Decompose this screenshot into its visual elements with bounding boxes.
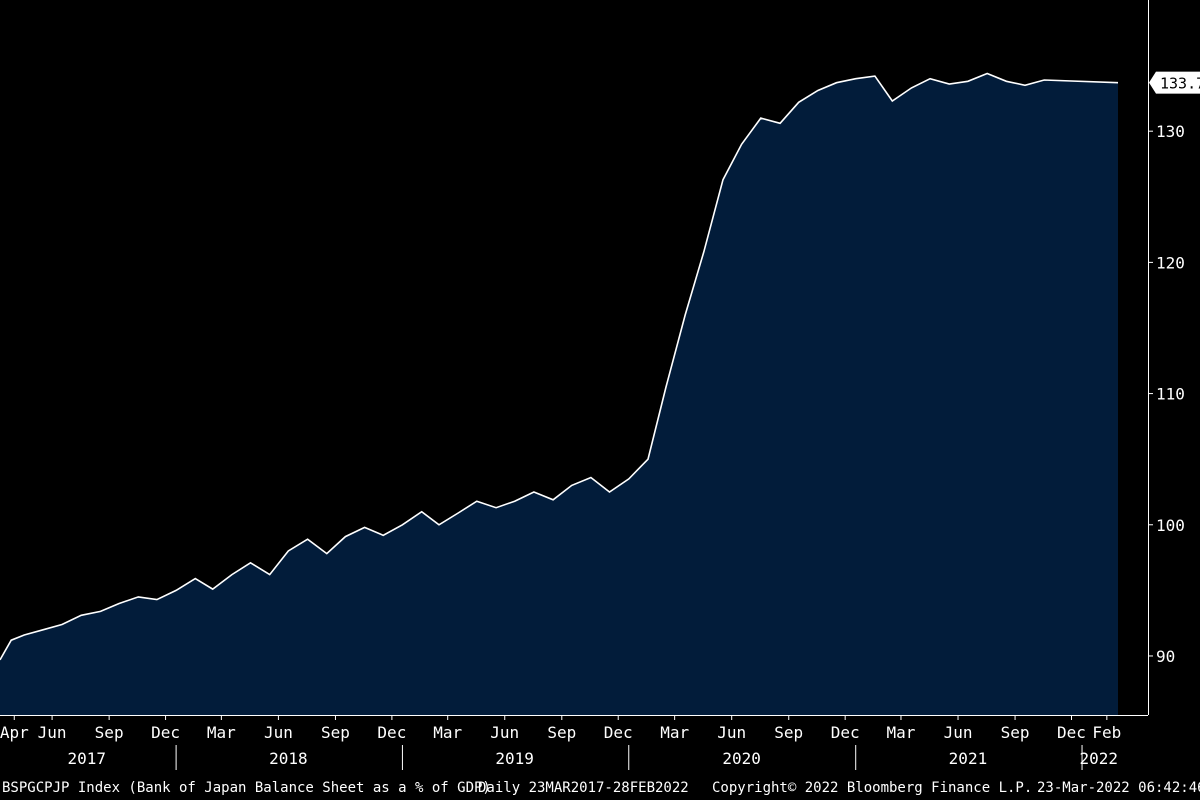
x-year-label: 2018 (269, 749, 308, 768)
x-month-label: Sep (95, 723, 124, 742)
last-value-pointer (1149, 71, 1156, 94)
area-layer (0, 72, 1119, 715)
x-month-label: Jun (944, 723, 973, 742)
x-month-label: Sep (1001, 723, 1030, 742)
x-month-label: Dec (1057, 723, 1086, 742)
x-month-label: Sep (547, 723, 576, 742)
x-month-label: Jun (490, 723, 519, 742)
x-month-label: Dec (151, 723, 180, 742)
x-month-label: Jun (38, 723, 67, 742)
x-month-label: Dec (377, 723, 406, 742)
x-month-label: Dec (831, 723, 860, 742)
x-month-label: Jun (717, 723, 746, 742)
x-month-label: Mar (207, 723, 236, 742)
series-area (0, 73, 1118, 715)
last-value-box (1156, 71, 1200, 94)
label-layer: 90 100 110 120 130 133.7 Apr Jun Sep Dec Mar Jun Sep… (0, 71, 1200, 768)
x-month-label: Dec (604, 723, 633, 742)
footer-timestamp: 23-Mar-2022 06:42:46 (1037, 780, 1200, 796)
x-month-label: Sep (321, 723, 350, 742)
y-tick-label: 110 (1156, 385, 1185, 404)
x-month-label: Jun (264, 723, 293, 742)
x-year-label: 2019 (495, 749, 534, 768)
y-tick-label: 100 (1156, 516, 1185, 535)
x-month-label: Mar (887, 723, 916, 742)
last-value-label: 133.7 (1160, 75, 1200, 93)
y-tick-label: 120 (1156, 253, 1185, 272)
x-month-label: Feb (1092, 723, 1121, 742)
x-year-label: 2017 (68, 749, 107, 768)
x-month-label: Sep (774, 723, 803, 742)
x-year-label: 2022 (1080, 749, 1119, 768)
axis-layer (0, 0, 1153, 770)
x-year-label: 2021 (949, 749, 988, 768)
footer-ticker: BSPGCPJP Index (Bank of Japan Balance Sh… (2, 780, 491, 796)
y-tick-label: 130 (1156, 122, 1185, 141)
y-tick-label: 90 (1156, 647, 1175, 666)
series-line (0, 72, 1119, 661)
x-month-label: Apr (0, 723, 29, 742)
x-year-label: 2020 (722, 749, 761, 768)
footer-copyright: Copyright© 2022 Bloomberg Finance L.P. (712, 780, 1033, 796)
footer-range: Daily 23MAR2017-28FEB2022 (478, 780, 689, 796)
x-month-label: Mar (660, 723, 689, 742)
x-month-label: Mar (433, 723, 462, 742)
footer-bar: BSPGCPJP Index (Bank of Japan Balance Sh… (0, 776, 1200, 800)
